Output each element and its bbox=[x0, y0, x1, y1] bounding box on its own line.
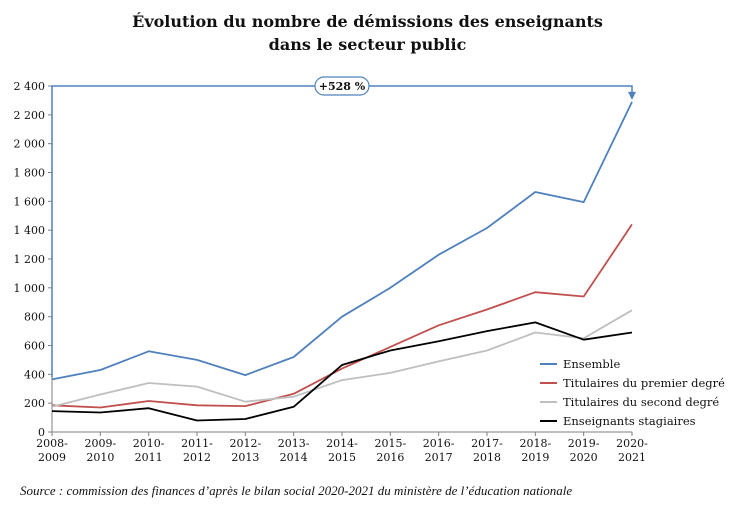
y-tick-label: 2 200 bbox=[14, 109, 46, 122]
x-tick-label: 2011 bbox=[135, 451, 163, 464]
legend-label-4: Enseignants stagiaires bbox=[563, 414, 696, 428]
x-tick-label: 2019 bbox=[521, 451, 549, 464]
x-tick-label: 2014- bbox=[326, 437, 358, 450]
y-tick-label: 1 800 bbox=[14, 167, 46, 180]
x-tick-label: 2009- bbox=[84, 437, 116, 450]
x-tick-label: 2021 bbox=[618, 451, 646, 464]
x-tick-label: 2012 bbox=[183, 451, 211, 464]
x-tick-label: 2017 bbox=[425, 451, 453, 464]
growth-annotation-label: +528 % bbox=[319, 80, 366, 93]
x-tick-label: 2020- bbox=[616, 437, 648, 450]
x-tick-label: 2019- bbox=[568, 437, 600, 450]
x-tick-label: 2012- bbox=[229, 437, 261, 450]
series-line-4 bbox=[51, 321, 633, 422]
y-tick-label: 2 400 bbox=[14, 80, 46, 93]
x-tick-label: 2018- bbox=[519, 437, 551, 450]
x-tick-label: 2011- bbox=[181, 437, 213, 450]
legend-label-2: Titulaires du premier degré bbox=[563, 376, 725, 390]
source-note: Source : commission des finances d’après… bbox=[20, 483, 573, 498]
series-line-2 bbox=[51, 223, 633, 409]
x-tick-label: 2013 bbox=[231, 451, 259, 464]
y-tick-label: 800 bbox=[24, 311, 45, 324]
x-tick-label: 2014 bbox=[280, 451, 308, 464]
y-tick-label: 0 bbox=[38, 426, 45, 439]
y-tick-label: 1 000 bbox=[14, 282, 46, 295]
x-tick-label: 2009 bbox=[38, 451, 66, 464]
legend-label-3: Titulaires du second degré bbox=[563, 395, 719, 409]
growth-annotation-box bbox=[314, 76, 370, 96]
growth-arrowhead bbox=[628, 91, 636, 100]
x-tick-label: 2015- bbox=[374, 437, 406, 450]
x-tick-label: 2020 bbox=[570, 451, 598, 464]
x-tick-label: 2010 bbox=[86, 451, 114, 464]
y-tick-label: 2 000 bbox=[14, 138, 46, 151]
x-tick-label: 2008- bbox=[36, 437, 68, 450]
chart-title-line-2: dans le secteur public bbox=[268, 35, 467, 54]
y-tick-label: 1 200 bbox=[14, 253, 46, 266]
y-tick-label: 1 400 bbox=[14, 224, 46, 237]
x-tick-label: 2013- bbox=[278, 437, 310, 450]
y-tick-label: 400 bbox=[24, 368, 45, 381]
series-line-3 bbox=[51, 309, 633, 408]
x-tick-label: 2010- bbox=[133, 437, 165, 450]
y-tick-label: 1 600 bbox=[14, 195, 46, 208]
x-tick-label: 2015 bbox=[328, 451, 356, 464]
chart-title-line-1: Évolution du nombre de démissions des en… bbox=[132, 12, 603, 31]
x-tick-label: 2016- bbox=[423, 437, 455, 450]
x-tick-label: 2018 bbox=[473, 451, 501, 464]
x-tick-label: 2016 bbox=[376, 451, 404, 464]
y-tick-label: 200 bbox=[24, 397, 45, 410]
legend-label-1: Ensemble bbox=[563, 357, 620, 371]
series-line-1 bbox=[51, 101, 633, 381]
y-tick-label: 600 bbox=[24, 340, 45, 353]
x-tick-label: 2017- bbox=[471, 437, 503, 450]
